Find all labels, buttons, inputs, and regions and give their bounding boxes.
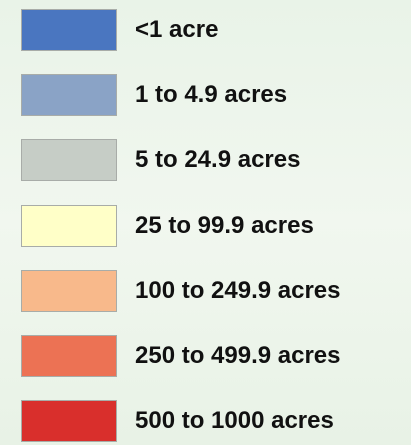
legend-item: 5 to 24.9 acres	[0, 138, 411, 182]
color-swatch	[21, 269, 117, 312]
legend-item: 100 to 249.9 acres	[0, 269, 411, 313]
legend-label: 500 to 1000 acres	[135, 407, 334, 435]
legend-item: <1 acre	[0, 8, 411, 52]
legend-label: <1 acre	[135, 16, 219, 43]
legend-item: 250 to 499.9 acres	[0, 334, 411, 378]
legend-label: 5 to 24.9 acres	[135, 146, 301, 174]
legend-item: 1 to 4.9 acres	[0, 73, 411, 117]
color-swatch	[21, 204, 117, 247]
color-swatch	[21, 400, 117, 443]
color-swatch	[21, 74, 117, 117]
color-swatch	[21, 139, 117, 182]
legend-label: 25 to 99.9 acres	[135, 211, 314, 239]
legend-label: 250 to 499.9 acres	[135, 342, 341, 369]
legend-item: 25 to 99.9 acres	[0, 204, 411, 248]
legend-label: 1 to 4.9 acres	[135, 81, 288, 109]
legend-item: 500 to 1000 acres	[0, 399, 411, 443]
color-swatch	[21, 335, 117, 377]
color-swatch	[21, 9, 117, 51]
legend-label: 100 to 249.9 acres	[135, 276, 341, 304]
